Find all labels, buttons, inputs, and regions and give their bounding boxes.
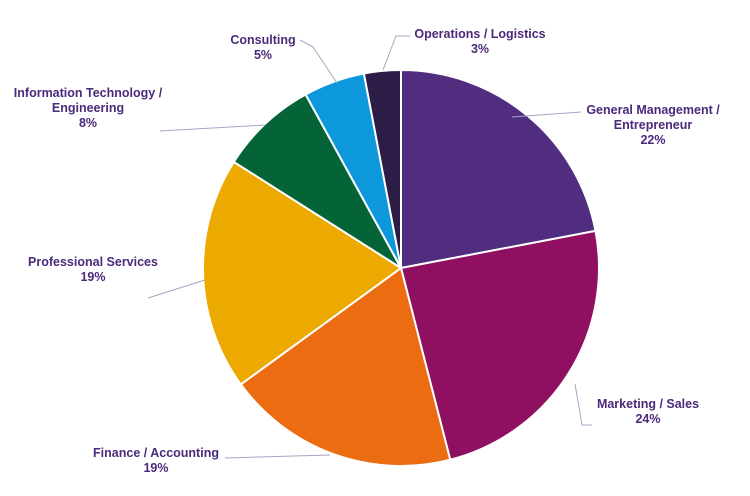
slice-category-label: Professional Services xyxy=(28,255,158,269)
slice-value-label: 8% xyxy=(79,116,97,130)
slice-value-label: 5% xyxy=(254,48,272,62)
slice-value-label: 19% xyxy=(80,270,105,284)
slice-value-label: 24% xyxy=(635,412,660,426)
slice-label-3: Professional Services 19% xyxy=(28,255,158,284)
leader-line-3 xyxy=(147,279,206,299)
leader-lines xyxy=(147,35,592,459)
leader-line-5 xyxy=(299,39,338,84)
slice-category-label: General Management / xyxy=(586,103,720,117)
pie-slice-6 xyxy=(362,68,402,269)
pie-slice-3 xyxy=(201,160,403,386)
slice-label-0: General Management / Entrepreneur 22% xyxy=(586,103,720,147)
leader-line-1 xyxy=(574,383,592,426)
slice-label-1: Marketing / Sales 24% xyxy=(597,397,699,426)
pie-slice-4 xyxy=(232,93,402,269)
slice-value-label: 22% xyxy=(640,133,665,147)
slice-category-label: Marketing / Sales xyxy=(597,397,699,411)
slice-category-label: Engineering xyxy=(52,101,124,115)
slice-value-label: 19% xyxy=(143,461,168,475)
pie-slice-2 xyxy=(239,266,452,467)
pie-slices xyxy=(201,68,600,467)
slice-category-label: Finance / Accounting xyxy=(93,446,219,460)
slice-label-4: Information Technology / Engineering 8% xyxy=(14,86,163,130)
slice-category-label: Operations / Logistics xyxy=(414,27,545,41)
pie-slice-1 xyxy=(399,229,600,461)
leader-line-6 xyxy=(382,35,410,71)
leader-line-4 xyxy=(159,124,266,132)
slice-labels: General Management / Entrepreneur 22% Marke… xyxy=(14,27,720,475)
leader-line-0 xyxy=(511,111,582,118)
slice-label-6: Operations / Logistics 3% xyxy=(414,27,545,56)
slice-label-5: Consulting 5% xyxy=(230,33,295,62)
slice-category-label: Consulting xyxy=(230,33,295,47)
leader-line-2 xyxy=(224,454,331,459)
slice-category-label: Information Technology / xyxy=(14,86,163,100)
slice-value-label: 3% xyxy=(471,42,489,56)
slice-category-label: Entrepreneur xyxy=(614,118,693,132)
slice-label-2: Finance / Accounting 19% xyxy=(93,446,219,475)
